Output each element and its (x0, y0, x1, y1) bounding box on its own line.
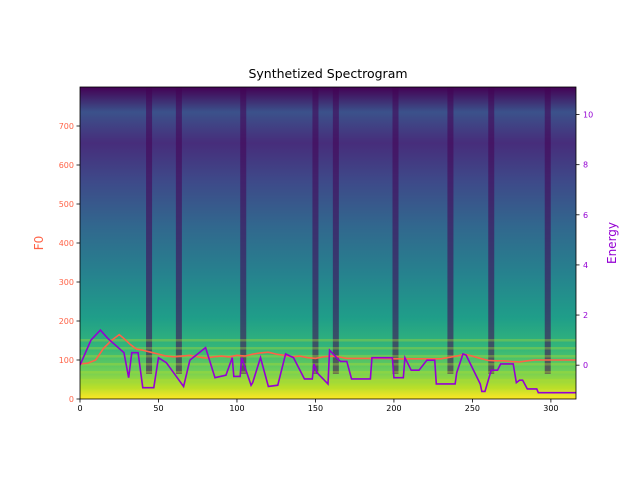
x-tick-label: 200 (386, 404, 401, 413)
spectrogram-dark-column (175, 87, 182, 374)
spectrogram-dark-column (240, 87, 247, 374)
f0-tick-label: 400 (59, 239, 74, 248)
spectrogram-dark-column (392, 87, 399, 374)
f0-tick-label: 200 (59, 317, 74, 326)
f0-axis-label: F0 (32, 236, 46, 251)
energy-tick-label: 6 (583, 211, 588, 220)
x-tick-label: 300 (543, 404, 558, 413)
energy-tick-label: 0 (583, 361, 588, 370)
spectrogram-harmonic-band (80, 363, 576, 366)
energy-axis: 0 2 4 6 8 10 (576, 111, 593, 370)
energy-tick-label: 2 (583, 311, 588, 320)
energy-tick-label: 4 (583, 261, 588, 270)
spectrogram-harmonic-band (80, 347, 576, 350)
f0-tick-label: 600 (59, 161, 74, 170)
f0-tick-label: 100 (59, 356, 74, 365)
spectrogram-dark-column (447, 87, 454, 374)
f0-tick-label: 300 (59, 278, 74, 287)
spectrogram-harmonic-band (80, 339, 576, 342)
spectrogram-dark-column (332, 87, 339, 374)
energy-tick-label: 10 (583, 111, 593, 120)
x-tick-label: 250 (465, 404, 480, 413)
spectrogram-dark-column (544, 87, 551, 374)
spectrogram-dark-column (146, 87, 153, 374)
spectrogram-dark-column (312, 87, 319, 374)
spectrogram-dark-column (488, 87, 495, 374)
f0-tick-label: 500 (59, 200, 74, 209)
energy-tick-label: 8 (583, 161, 588, 170)
spectrogram-harmonic-band (80, 387, 576, 390)
x-tick-label: 100 (229, 404, 244, 413)
energy-series-line (80, 328, 576, 394)
chart-title: Synthetized Spectrogram (248, 66, 407, 81)
x-tick-label: 150 (308, 404, 323, 413)
spectrogram-background (80, 87, 576, 399)
x-tick-label: 50 (153, 404, 163, 413)
f0-series-line (80, 333, 576, 365)
plot-area (80, 87, 576, 399)
f0-tick-label: 0 (69, 395, 74, 404)
f0-tick-label: 700 (59, 122, 74, 131)
x-axis: 0 50 100 150 200 250 300 (77, 399, 559, 413)
energy-axis-label: Energy (605, 222, 619, 264)
x-tick-label: 0 (77, 404, 82, 413)
f0-axis: 0 100 200 300 400 500 600 700 (59, 122, 80, 404)
